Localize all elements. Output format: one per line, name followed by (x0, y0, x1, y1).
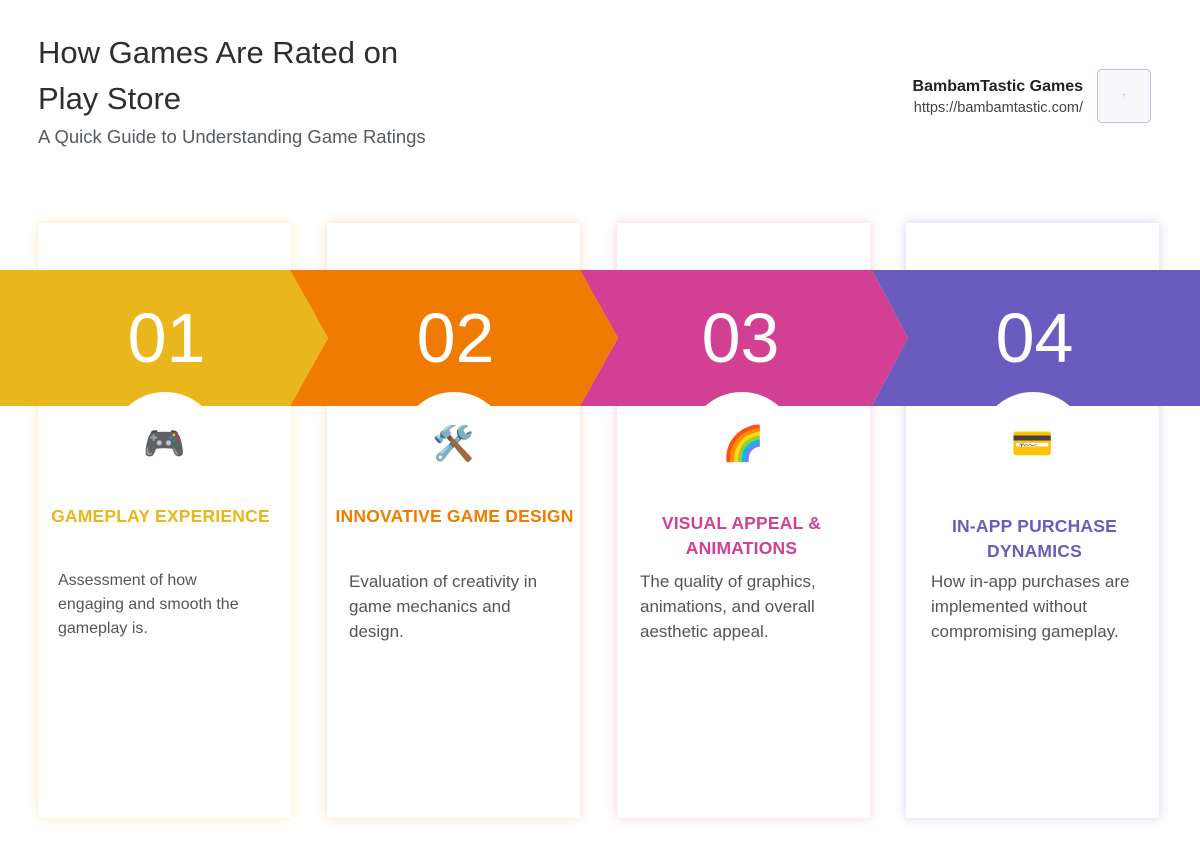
step-banner-segment-4 (872, 270, 1200, 406)
tools-icon: 🛠️ (432, 425, 475, 463)
step-banner-segment-1 (0, 270, 328, 406)
step-number-4: 04 (995, 299, 1074, 377)
brand-logo-icon: ↑ (1097, 69, 1151, 123)
step-banner-segment-2 (290, 270, 618, 406)
step-banner (0, 270, 1200, 406)
step-heading-3: VISUAL APPEAL & ANIMATIONS (661, 513, 822, 558)
step-heading-2: INNOVATIVE GAME DESIGN (335, 506, 574, 526)
brand-name: BambamTastic Games (912, 78, 1083, 95)
brand-url[interactable]: https://bambamtastic.com/ (913, 100, 1083, 116)
step-description-4: How in-app purchases are implemented wit… (931, 572, 1130, 641)
game-controller-icon: 🎮 (143, 425, 186, 463)
step-number-1: 01 (127, 299, 206, 377)
step-description-2: Evaluation of creativity in game mechani… (349, 572, 538, 641)
page-title: How Games Are Rated on Play Store (38, 35, 399, 116)
rainbow-icon: 🌈 (722, 425, 765, 463)
step-number-3: 03 (701, 299, 780, 377)
credit-card-icon: 💳 (1011, 425, 1054, 463)
step-heading-1: GAMEPLAY EXPERIENCE (51, 506, 270, 526)
step-number-2: 02 (416, 299, 495, 377)
step-banner-segment-3 (580, 270, 908, 406)
brand-block: BambamTastic Games https://bambamtastic.… (913, 77, 1083, 119)
step-description-1: Assessment of how engaging and smooth th… (58, 572, 239, 637)
step-heading-4: IN-APP PURCHASE DYNAMICS (951, 516, 1118, 561)
page-subtitle: A Quick Guide to Understanding Game Rati… (38, 126, 426, 147)
step-description-3: The quality of graphics, animations, and… (640, 572, 816, 641)
